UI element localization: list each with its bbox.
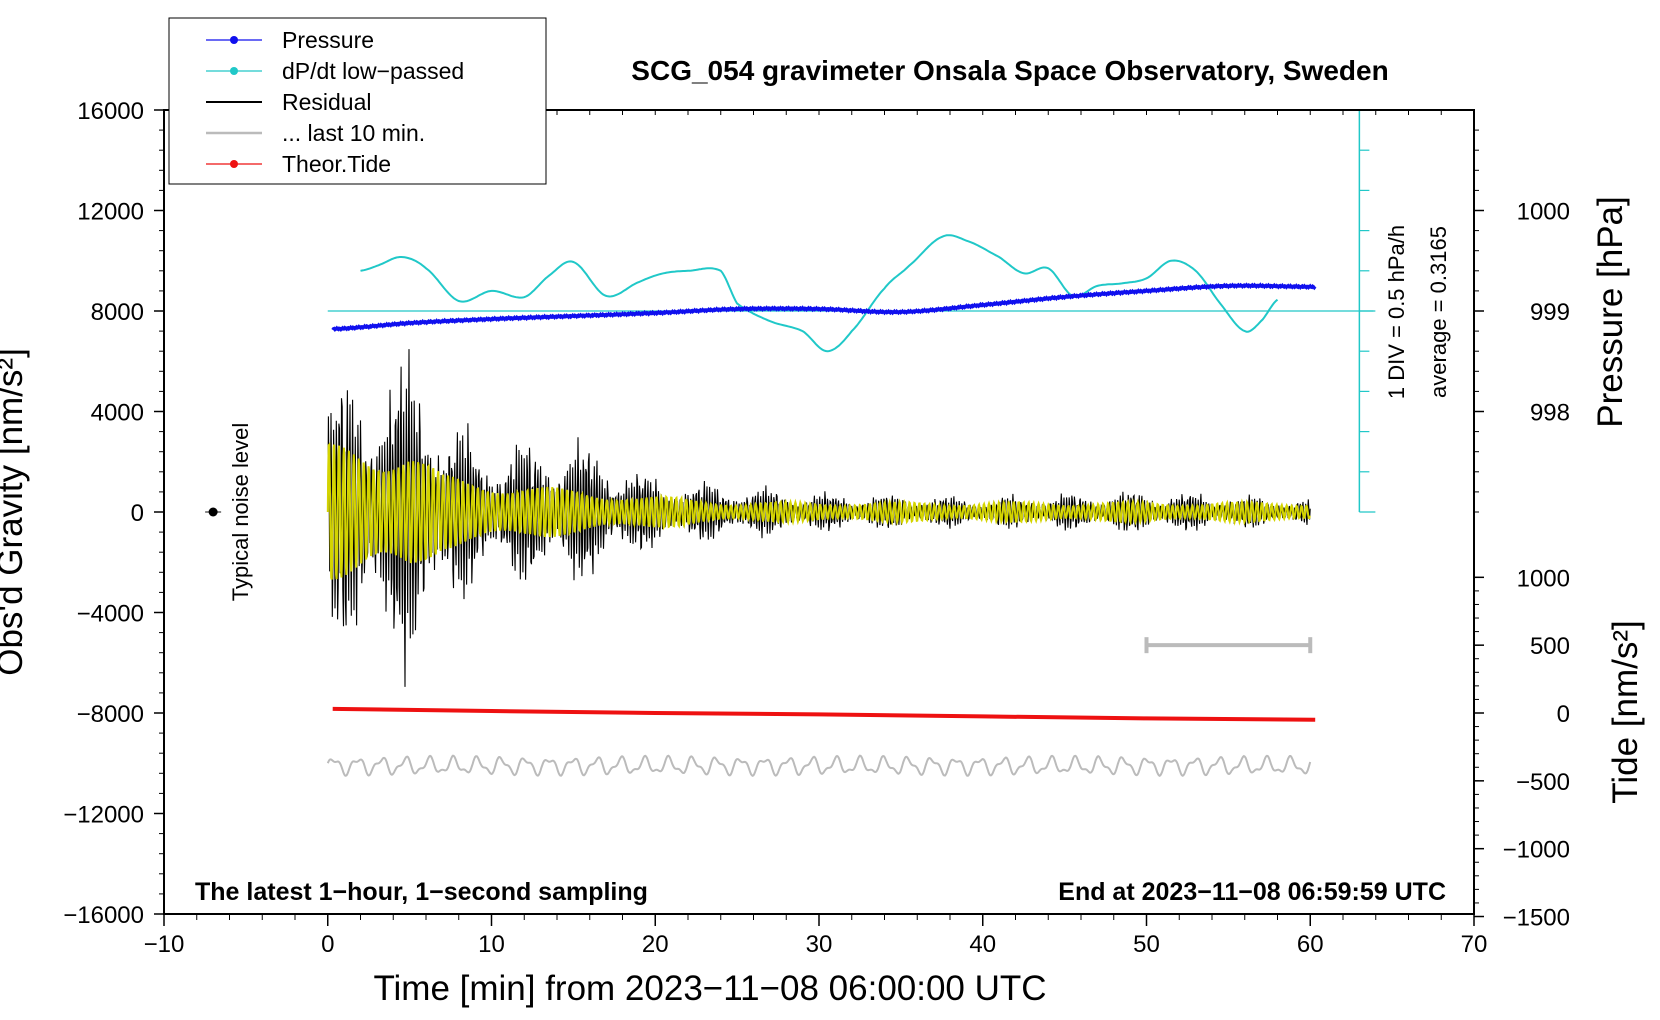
pressure-tick-label: 999 (1530, 299, 1570, 326)
axes: −10 0 10 20 30 40 50 60 70 16000 12000 8000 4000 0 −40… (63, 98, 1570, 958)
y-tick-label: 0 (131, 500, 144, 527)
y-axis-label: Obs'd Gravity [nm/s²] (0, 348, 30, 676)
x-tick-label: 40 (969, 931, 996, 958)
x-tick-label: 60 (1297, 931, 1324, 958)
x-tick-label: 0 (321, 931, 334, 958)
pressure-tick-label: 1000 (1517, 199, 1570, 226)
residual-filtered-line (326, 442, 1311, 580)
tide-series-line (332, 706, 1316, 722)
tide-tick-label: −1000 (1503, 837, 1570, 864)
dpdt-series-line (360, 234, 1279, 353)
end-time-note: End at 2023−11−08 06:59:59 UTC (1058, 878, 1446, 906)
legend: Pressure dP/dt low−passed Residual ... l… (168, 17, 547, 185)
y-tick-label: 4000 (91, 400, 144, 427)
dpdt-scale-label: 1 DIV = 0.5 hPa/h (1384, 225, 1409, 399)
tide-tick-label: 500 (1530, 633, 1570, 660)
last-10-min-line (326, 754, 1312, 777)
legend-tide-label: Theor.Tide (282, 151, 391, 177)
legend-tide-marker (230, 160, 238, 168)
x-tick-label: 30 (806, 931, 833, 958)
y-tick-label: −12000 (63, 802, 144, 829)
tide-axis-label: Tide [nm/s²] (1606, 620, 1645, 803)
legend-pressure-marker (230, 36, 238, 44)
x-axis-label: Time [min] from 2023−11−08 06:00:00 UTC (373, 969, 1046, 1008)
y-tick-label: −8000 (77, 701, 144, 728)
x-tick-label: 70 (1461, 931, 1488, 958)
y-tick-label: 12000 (77, 199, 144, 226)
tide-tick-label: −1500 (1503, 905, 1570, 932)
chart-title: SCG_054 gravimeter Onsala Space Observat… (631, 55, 1388, 86)
typical-noise-marker (208, 507, 218, 517)
legend-residual-label: Residual (282, 89, 372, 115)
sampling-note: The latest 1−hour, 1−second sampling (195, 878, 648, 906)
y-tick-label: 16000 (77, 98, 144, 125)
x-tick-label: 20 (642, 931, 669, 958)
plot-area (205, 109, 1376, 777)
x-tick-label: −10 (144, 931, 185, 958)
tide-tick-label: 1000 (1517, 565, 1570, 592)
x-tick-label: 10 (478, 931, 505, 958)
legend-last10-label: ... last 10 min. (282, 120, 425, 146)
typical-noise-label: Typical noise level (228, 423, 253, 602)
pressure-tick-label: 998 (1530, 400, 1570, 427)
pressure-axis-label: Pressure [hPa] (1591, 196, 1630, 428)
y-tick-label: 8000 (91, 299, 144, 326)
legend-dpdt-marker (230, 67, 238, 75)
tide-tick-label: −500 (1516, 769, 1570, 796)
x-tick-label: 50 (1133, 931, 1160, 958)
legend-dpdt-label: dP/dt low−passed (282, 58, 464, 84)
dpdt-average-label: average = 0.3165 (1426, 226, 1451, 398)
y-tick-label: −16000 (63, 902, 144, 929)
pressure-series-line (331, 282, 1317, 332)
legend-pressure-label: Pressure (282, 27, 374, 53)
y-tick-label: −4000 (77, 601, 144, 628)
tide-tick-label: 0 (1557, 701, 1570, 728)
